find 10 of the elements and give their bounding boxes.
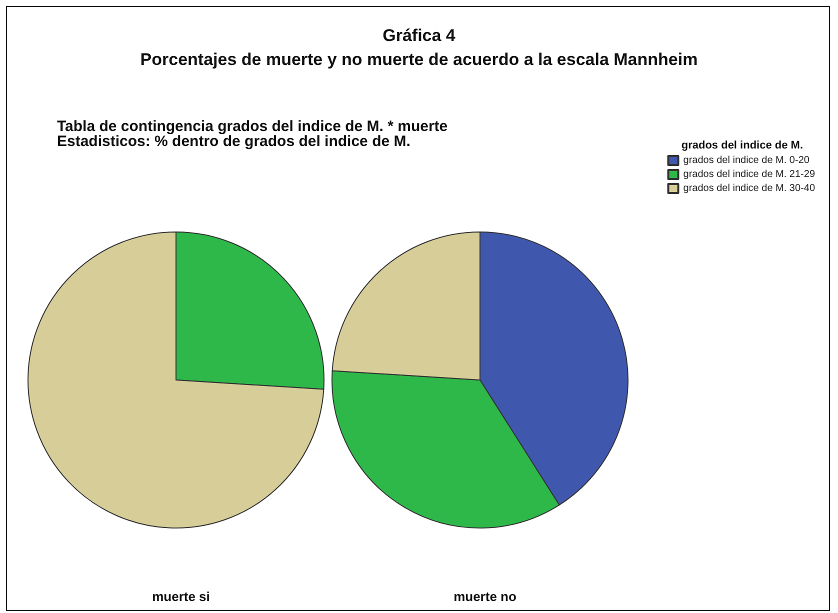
text: Tabla de contingencia grados del indice de M. * muerte (57, 118, 448, 135)
legend-label: grados del indice de M. 0-20 (683, 155, 810, 166)
chart-title: Gráfica 4 (382, 26, 456, 45)
chart-subtitle: Porcentajes de muerte y no muerte de acuerdo a la escala Mannheim (140, 50, 698, 69)
slice-label: muerte no (454, 589, 516, 604)
text: Estadisticos: % dentro de grados del indice de M. (57, 133, 410, 150)
slice-label: muerte si (152, 589, 210, 604)
legend-title: grados del indice de M. (681, 140, 804, 152)
legend-label: grados del indice de M. 30-40 (683, 183, 816, 194)
legend-label: grados del indice de M. 21-29 (683, 169, 816, 180)
